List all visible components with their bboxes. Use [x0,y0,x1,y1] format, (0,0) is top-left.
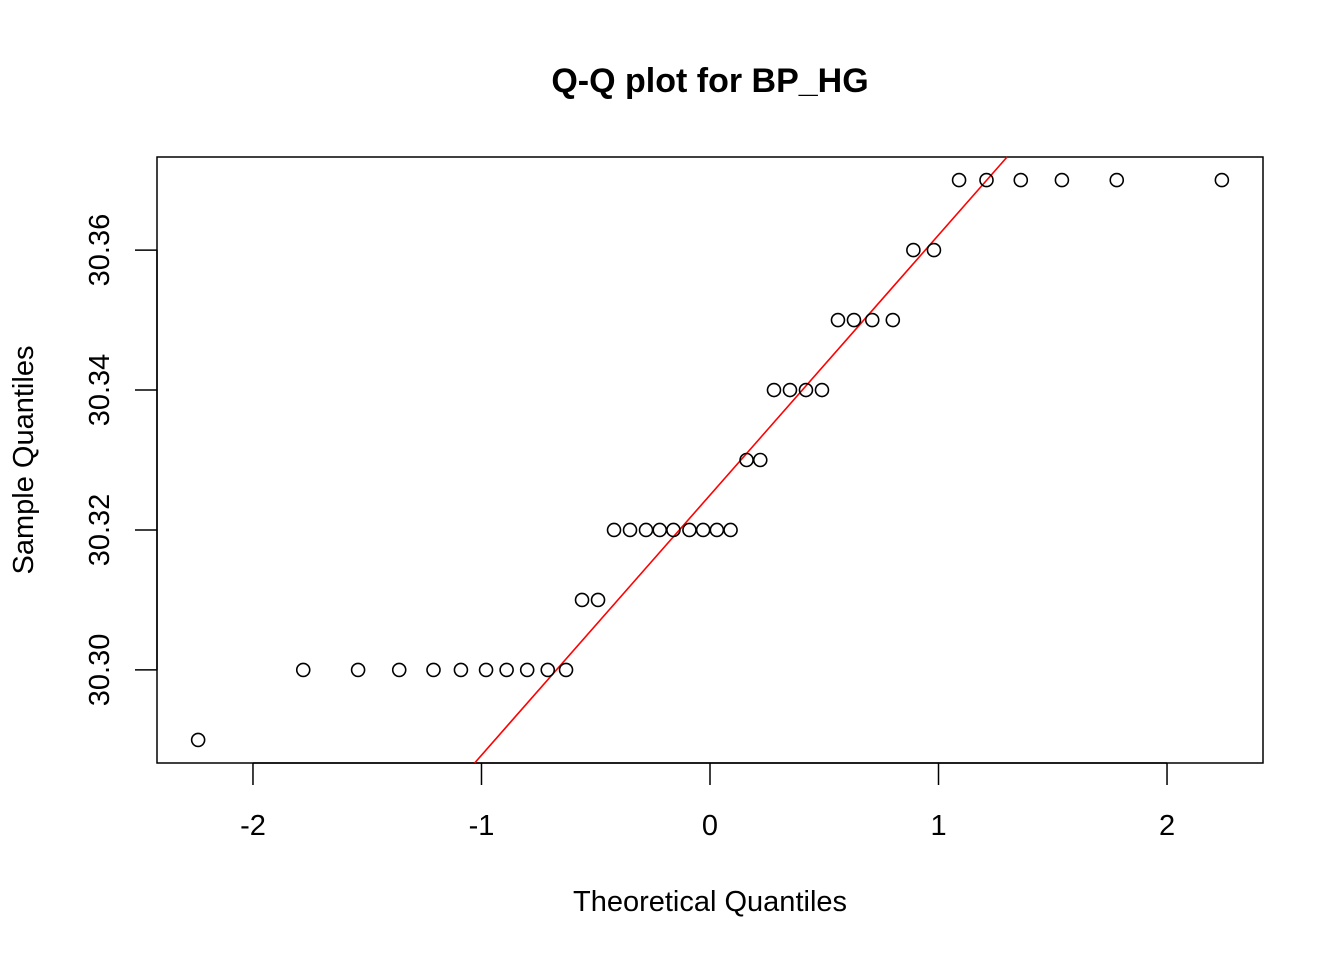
data-point [574,592,590,608]
data-point [798,382,814,398]
data-point [906,242,921,258]
data-point [350,662,366,678]
data-point [558,662,574,678]
data-point [782,382,798,398]
data-point [499,662,514,678]
data-point [951,172,967,188]
data-point [295,662,311,678]
data-point [864,312,880,328]
data-point [1214,172,1230,188]
y-tick-label: 30.36 [84,214,116,287]
data-point [622,522,638,538]
data-point [739,452,754,468]
y-tick-label: 30.34 [84,354,116,427]
data-point [926,242,942,258]
data-point [814,382,830,398]
data-point [519,662,535,678]
x-tick-label: 2 [1159,810,1175,842]
x-axis-title: Theoretical Quantiles [573,886,847,918]
data-point [885,312,901,328]
data-point [723,522,738,538]
data-point [979,172,994,188]
y-tick-label: 30.30 [84,634,116,707]
y-axis-title: Sample Quantiles [8,346,40,575]
x-tick-label: -1 [469,810,495,842]
data-point [453,662,469,678]
data-point [590,592,606,608]
data-point [540,662,556,678]
x-tick-label: 1 [930,810,946,842]
chart-title: Q-Q plot for BP_HG [551,62,868,100]
data-point [1054,172,1070,188]
data-point [478,662,494,678]
data-point [695,522,711,538]
x-tick-label: -2 [240,810,266,842]
data-point [1109,172,1125,188]
points-layer [190,172,1230,748]
data-point [426,662,441,678]
y-tick-label: 30.32 [84,494,116,567]
data-point [830,312,846,328]
data-point [752,452,768,468]
data-point [766,382,782,398]
data-point [190,732,206,748]
data-point [652,522,668,538]
x-tick-label: 0 [702,810,718,842]
data-point [391,662,407,678]
plot-frame [156,156,1264,764]
data-point [682,522,697,538]
data-point [666,522,681,538]
data-point [606,522,622,538]
data-point [638,522,654,538]
y-axis: 30.30 30.32 30.34 30.36 [84,214,158,707]
data-point [1013,172,1029,188]
x-axis: -2 -1 0 1 2 [240,762,1175,842]
data-point [709,522,725,538]
data-point [846,312,862,328]
